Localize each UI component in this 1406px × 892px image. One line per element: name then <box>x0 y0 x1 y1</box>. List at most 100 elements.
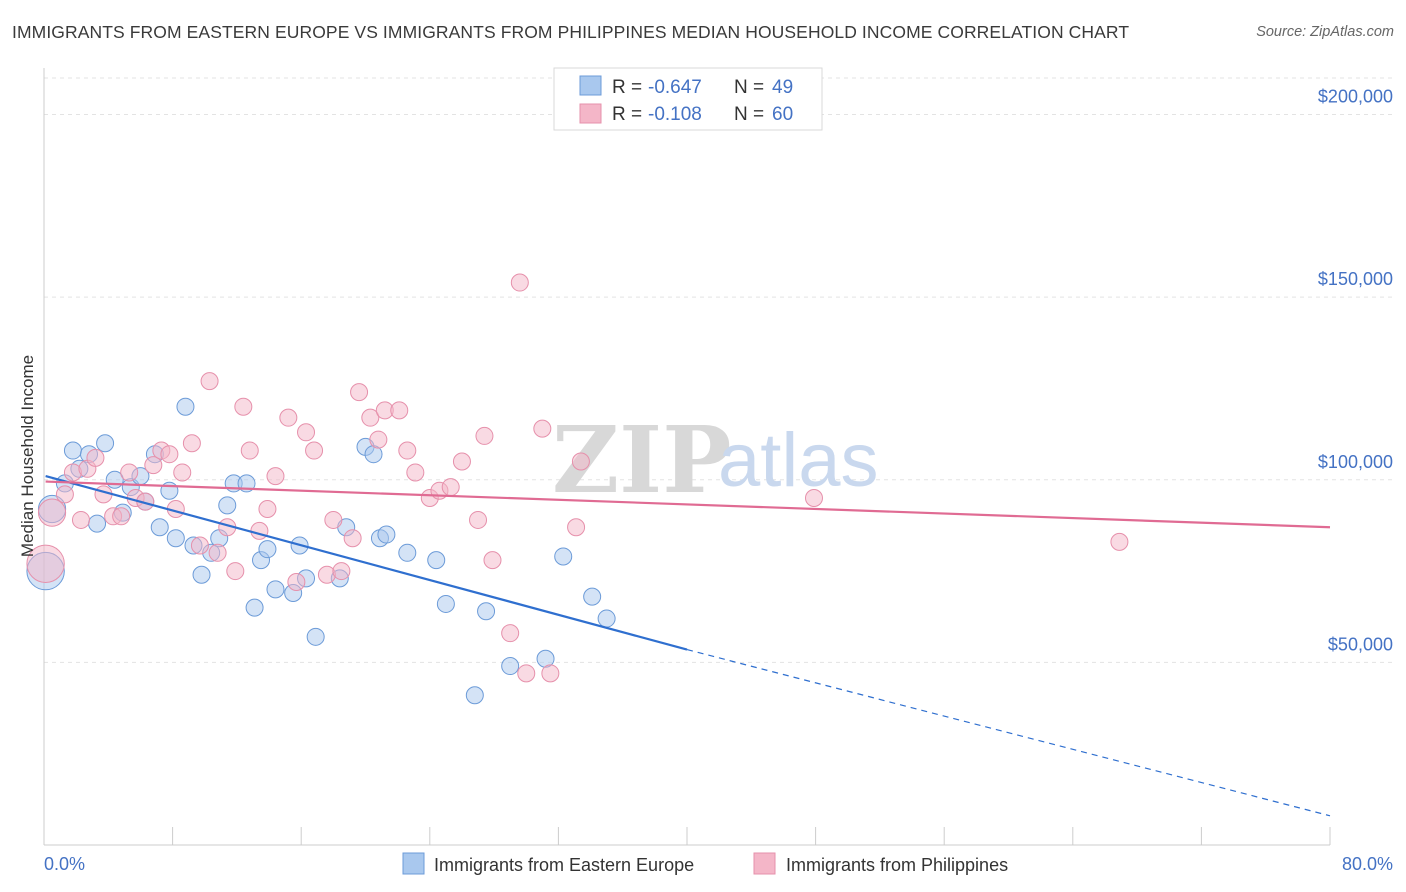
data-point <box>571 452 590 471</box>
bottom-legend-label-philippines: Immigrants from Philippines <box>786 855 1008 875</box>
x-tick-label: 0.0% <box>44 854 85 874</box>
y-tick-label: $50,000 <box>1328 634 1393 654</box>
data-point <box>501 657 520 676</box>
data-point <box>804 489 823 508</box>
legend-r-value-2: -0.108 <box>648 104 702 125</box>
data-point <box>240 441 259 460</box>
data-point <box>1110 532 1129 551</box>
data-point <box>144 456 163 475</box>
data-point <box>533 419 552 438</box>
data-point <box>305 441 324 460</box>
data-point <box>258 540 277 559</box>
data-point <box>377 525 396 544</box>
data-point <box>398 441 417 460</box>
y-tick-label: $150,000 <box>1318 269 1393 289</box>
data-point <box>554 547 573 566</box>
data-point <box>226 562 245 581</box>
legend-r-value-1: -0.647 <box>648 77 702 98</box>
data-point <box>190 536 209 555</box>
trend-line-extension-0 <box>686 649 1331 817</box>
data-point <box>483 551 502 570</box>
legend-r-label-1: R = <box>612 77 642 98</box>
y-tick-labels: $50,000 $100,000 $150,000 $200,000 <box>1318 87 1393 655</box>
legend-n-value-1: 49 <box>772 77 793 98</box>
data-point <box>88 514 107 533</box>
data-point <box>287 573 306 592</box>
axes <box>43 68 1331 846</box>
source-attribution: Source: ZipAtlas.com <box>1256 24 1394 40</box>
data-point <box>245 598 264 617</box>
data-point <box>361 408 380 427</box>
data-point <box>96 434 115 453</box>
y-tick-label: $200,000 <box>1318 87 1393 107</box>
data-point <box>166 529 185 548</box>
data-point <box>541 664 560 683</box>
data-point <box>567 518 586 537</box>
data-point <box>350 383 369 402</box>
data-point <box>182 434 201 453</box>
data-point <box>218 496 237 515</box>
data-point <box>266 467 285 486</box>
data-point <box>465 686 484 705</box>
data-point <box>112 507 131 526</box>
watermark: ZIP atlas <box>552 406 879 514</box>
data-point <box>427 551 446 570</box>
y-axis-label: Median Household Income <box>18 355 37 557</box>
data-point <box>343 529 362 548</box>
data-point <box>390 401 409 420</box>
data-point <box>250 521 269 540</box>
data-point <box>173 463 192 482</box>
x-tick-label: 80.0% <box>1342 854 1393 874</box>
data-point <box>200 372 219 391</box>
data-point <box>192 565 211 584</box>
watermark-atlas: atlas <box>718 418 879 503</box>
data-point <box>279 408 298 427</box>
data-point <box>71 510 90 529</box>
data-point <box>441 478 460 497</box>
data-point <box>86 448 105 467</box>
legend-n-label-2: N = <box>734 104 764 125</box>
trend-lines <box>45 475 1331 817</box>
data-point <box>501 624 520 643</box>
bottom-legend-label-eastern-europe: Immigrants from Eastern Europe <box>434 855 694 875</box>
data-point <box>583 587 602 606</box>
data-point <box>452 452 471 471</box>
data-point <box>55 485 74 504</box>
data-point <box>332 562 351 581</box>
bottom-legend-swatch-philippines <box>753 852 776 875</box>
trend-line-1 <box>45 480 1331 529</box>
bottom-legend-swatch-eastern-europe <box>402 852 425 875</box>
data-point <box>406 463 425 482</box>
legend-swatch-eastern-europe <box>579 75 602 96</box>
bottom-legend: Immigrants from Eastern Europe Immigrant… <box>402 852 1008 875</box>
data-points <box>26 273 1129 705</box>
data-point <box>258 499 277 518</box>
data-point <box>369 430 388 449</box>
data-point <box>26 544 65 583</box>
data-point <box>324 510 343 529</box>
legend-r-label-2: R = <box>612 104 642 125</box>
legend-n-label-1: N = <box>734 77 764 98</box>
data-point <box>176 397 195 416</box>
legend-n-value-2: 60 <box>772 104 793 125</box>
data-point <box>234 397 253 416</box>
trend-line-0 <box>45 475 688 651</box>
data-point <box>436 594 455 613</box>
data-point <box>37 498 67 527</box>
grid-lines <box>44 77 1395 663</box>
data-point <box>517 664 536 683</box>
data-point <box>150 518 169 537</box>
data-point <box>477 602 496 621</box>
data-point <box>475 426 494 445</box>
data-point <box>306 627 325 646</box>
y-tick-label: $100,000 <box>1318 452 1393 472</box>
data-point <box>120 463 139 482</box>
data-point <box>160 445 179 464</box>
data-point <box>597 609 616 628</box>
legend-swatch-philippines <box>579 103 602 124</box>
data-point <box>208 543 227 562</box>
data-point <box>469 510 488 529</box>
data-point <box>297 423 316 442</box>
legend-box: R = -0.647 N = 49 R = -0.108 N = 60 <box>553 67 823 131</box>
